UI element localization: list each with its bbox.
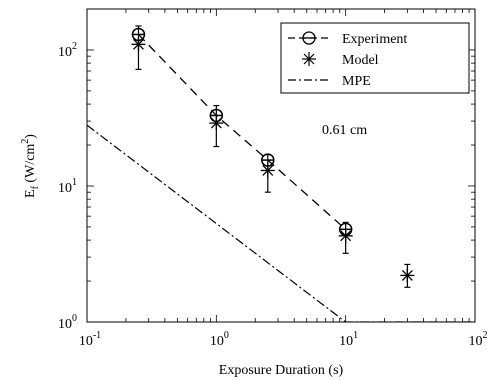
x-tick-label: 10-1 <box>79 330 101 349</box>
series-experiment-line <box>137 33 347 230</box>
legend-label-experiment: Experiment <box>342 32 407 47</box>
x-tick-label: 100 <box>210 330 229 349</box>
legend-item-model: Model <box>302 52 379 68</box>
legend-marker-model <box>302 52 316 66</box>
legend-label-mpe: MPE <box>342 74 371 89</box>
y-tick-label: 100 <box>58 313 77 332</box>
y-tick-label: 102 <box>58 41 77 60</box>
x-axis-label: Exposure Duration (s) <box>219 363 344 378</box>
x-tick-label: 102 <box>469 330 487 349</box>
series-layer <box>87 33 475 322</box>
legend-item-experiment: Experiment <box>288 31 407 47</box>
legend: Experiment Model MPE <box>280 22 470 94</box>
model-point <box>260 163 275 178</box>
chart-annotation: 0.61 cm <box>322 123 367 138</box>
model-point <box>338 228 353 243</box>
legend-item-mpe: MPE <box>288 74 371 89</box>
model-point <box>209 116 224 131</box>
series-mpe-line <box>87 124 475 322</box>
legend-label-model: Model <box>342 53 379 68</box>
axis-ticks <box>86 8 476 323</box>
legend-box <box>280 22 470 94</box>
x-tick-label: 101 <box>339 330 358 349</box>
model-point <box>131 37 146 52</box>
y-axis-label: Ef (W/cm2) <box>20 134 41 198</box>
markers-layer <box>131 25 415 288</box>
plot-frame <box>86 8 476 323</box>
y-tick-label: 101 <box>58 177 77 196</box>
model-point <box>400 268 415 283</box>
